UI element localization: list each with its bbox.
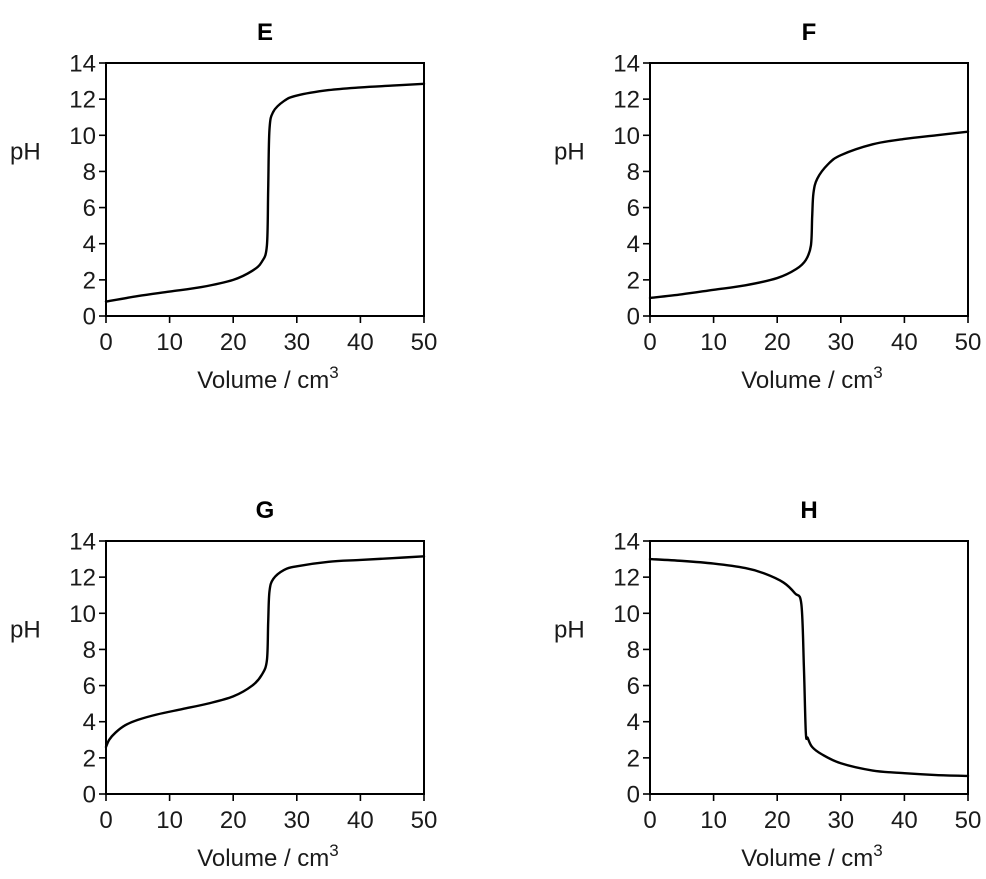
y-tick-label: 10: [613, 601, 640, 628]
chart-title: H: [800, 497, 817, 524]
chart-f: F 0 2 4 6 8 10 12 14 0 10 20 30 40 50 pH Volume / cm3: [554, 19, 981, 394]
x-tick-label: 40: [891, 807, 918, 834]
chart-g: G 0 2 4 6 8 10 12 14 0 10 20 30 40 50 pH Volume / cm3: [10, 497, 437, 872]
ph-curve-series: [106, 84, 424, 302]
y-tick-label: 4: [83, 709, 96, 736]
x-tick-label: 0: [99, 807, 112, 834]
x-tick-label: 50: [411, 807, 438, 834]
x-tick-label: 0: [643, 329, 656, 356]
x-axis-label-superscript: 3: [873, 363, 882, 382]
x-tick-label: 20: [220, 807, 247, 834]
ph-curve-series: [650, 132, 968, 298]
y-tick-label: 2: [83, 267, 96, 294]
y-tick-label: 12: [613, 87, 640, 114]
x-tick-label: 50: [955, 329, 982, 356]
x-tick-label: 40: [347, 807, 374, 834]
y-tick-label: 0: [83, 304, 96, 331]
y-tick-label: 6: [627, 673, 640, 700]
x-tick-label: 20: [764, 329, 791, 356]
x-axis-label: Volume / cm3: [197, 841, 339, 872]
y-tick-label: 10: [613, 123, 640, 150]
y-tick-label: 8: [83, 637, 96, 664]
y-tick-label: 0: [627, 304, 640, 331]
y-tick-label: 10: [69, 601, 96, 628]
chart-e: E 0 2 4 6 8 10 12 14 0 10 20 30 40 50 pH Volume / cm3: [10, 19, 437, 394]
y-tick-label: 2: [627, 745, 640, 772]
y-tick-label: 6: [83, 673, 96, 700]
y-tick-label: 0: [627, 782, 640, 809]
x-tick-label: 50: [411, 329, 438, 356]
chart-title: E: [257, 19, 273, 46]
y-axis-label: pH: [554, 617, 585, 644]
plot-frame: [650, 541, 968, 794]
ph-curve-series: [106, 556, 424, 747]
x-axis-label: Volume / cm3: [741, 841, 883, 872]
chart-title: G: [256, 497, 275, 524]
x-axis-label-superscript: 3: [329, 841, 338, 860]
y-tick-label: 14: [613, 51, 640, 78]
ph-curve-series: [650, 559, 968, 776]
x-tick-label: 40: [891, 329, 918, 356]
x-axis-label-text: Volume / cm: [197, 845, 329, 872]
y-axis-label: pH: [554, 139, 585, 166]
y-axis-label: pH: [10, 139, 41, 166]
x-tick-label: 40: [347, 329, 374, 356]
y-tick-label: 12: [69, 87, 96, 114]
y-tick-label: 4: [627, 709, 640, 736]
x-tick-label: 20: [764, 807, 791, 834]
y-tick-label: 0: [83, 782, 96, 809]
y-tick-label: 14: [69, 529, 96, 556]
x-tick-label: 30: [283, 329, 310, 356]
y-tick-label: 6: [627, 195, 640, 222]
x-tick-label: 30: [827, 807, 854, 834]
x-tick-label: 20: [220, 329, 247, 356]
plot-frame: [650, 63, 968, 316]
y-tick-label: 8: [627, 159, 640, 186]
y-tick-label: 8: [83, 159, 96, 186]
x-tick-label: 10: [156, 329, 183, 356]
y-tick-label: 14: [69, 51, 96, 78]
x-axis-label-text: Volume / cm: [197, 367, 329, 394]
chart-title: F: [802, 19, 817, 46]
y-tick-label: 2: [83, 745, 96, 772]
y-tick-label: 12: [69, 565, 96, 592]
x-tick-label: 0: [643, 807, 656, 834]
y-axis-label: pH: [10, 617, 41, 644]
y-tick-label: 6: [83, 195, 96, 222]
x-axis-label-superscript: 3: [873, 841, 882, 860]
x-tick-label: 0: [99, 329, 112, 356]
chart-h: H 0 2 4 6 8 10 12 14 0 10 20 30 40 50 pH Volume / cm3: [554, 497, 981, 872]
x-tick-label: 30: [827, 329, 854, 356]
y-tick-label: 4: [83, 231, 96, 258]
y-tick-label: 4: [627, 231, 640, 258]
y-tick-label: 12: [613, 565, 640, 592]
y-tick-label: 2: [627, 267, 640, 294]
y-tick-label: 10: [69, 123, 96, 150]
y-tick-label: 14: [613, 529, 640, 556]
x-tick-label: 50: [955, 807, 982, 834]
x-axis-label: Volume / cm3: [741, 363, 883, 394]
x-axis-label-text: Volume / cm: [741, 367, 873, 394]
x-tick-label: 30: [283, 807, 310, 834]
x-axis-label-text: Volume / cm: [741, 845, 873, 872]
x-tick-label: 10: [700, 807, 727, 834]
x-axis-label-superscript: 3: [329, 363, 338, 382]
y-tick-label: 8: [627, 637, 640, 664]
plot-frame: [106, 63, 424, 316]
x-tick-label: 10: [156, 807, 183, 834]
x-tick-label: 10: [700, 329, 727, 356]
x-axis-label: Volume / cm3: [197, 363, 339, 394]
